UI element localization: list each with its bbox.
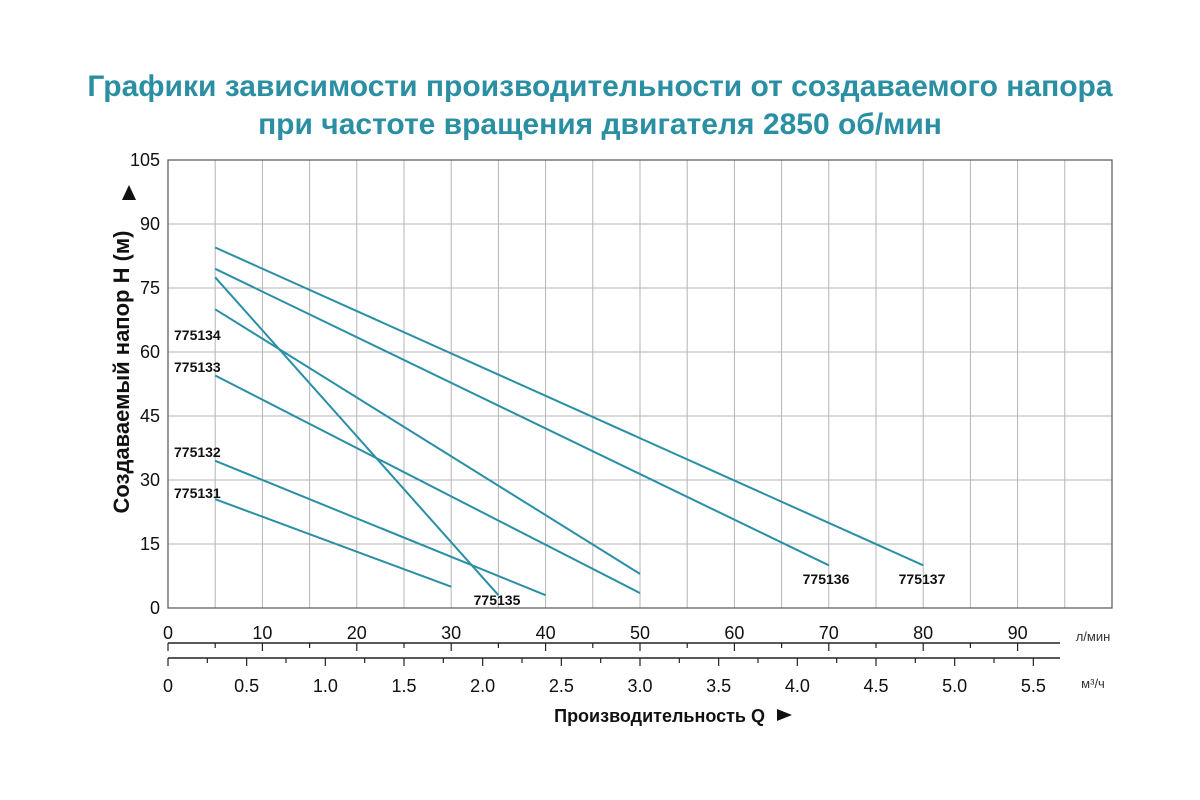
x-primary-tick-label: 10	[252, 623, 272, 643]
x-secondary-tick-label: 1.0	[313, 676, 338, 696]
y-tick-label: 45	[140, 406, 160, 426]
y-tick-label: 75	[140, 278, 160, 298]
series-label-775134: 775134	[174, 327, 221, 343]
x-primary-tick-label: 0	[163, 623, 173, 643]
series-lines	[214, 246, 924, 597]
x-secondary-tick-label: 0	[163, 676, 173, 696]
chart-title-line-2: при частоте вращения двигателя 2850 об/м…	[258, 108, 942, 141]
x-primary-tick-label: 90	[1008, 623, 1028, 643]
series-line-775133	[214, 374, 641, 594]
series-line-775137	[214, 246, 924, 567]
grid	[168, 160, 1112, 608]
y-tick-label: 105	[130, 150, 160, 170]
x-secondary-tick-label: 4.5	[863, 676, 888, 696]
x-secondary-tick-label: 5.5	[1021, 676, 1046, 696]
x-primary-tick-label: 80	[913, 623, 933, 643]
series-label-775137: 775137	[899, 571, 946, 587]
series-labels: 775131 775132 775133 775134 775135 775136 7751…	[174, 327, 946, 608]
chart-title: Графики зависимости производительности о…	[0, 68, 1200, 144]
y-tick-label: 15	[140, 534, 160, 554]
x-secondary-tick-label: 3.0	[627, 676, 652, 696]
x-axis-label: Производительность Q	[554, 706, 765, 726]
y-axis-label: Создаваемый напор Н (м)	[109, 230, 134, 513]
y-tick-labels: 0 15 30 45 60 75 90 105	[130, 150, 160, 618]
x-secondary-tick-label: 2.5	[549, 676, 574, 696]
series-label-775136: 775136	[803, 571, 850, 587]
x-secondary-unit: м³/ч	[1081, 676, 1105, 691]
series-line-775134	[214, 308, 641, 575]
x-primary-tick-label: 70	[819, 623, 839, 643]
x-secondary-tick-label: 0.5	[234, 676, 259, 696]
series-line-775132	[214, 459, 546, 597]
series-label-775135: 775135	[474, 592, 521, 608]
y-axis-arrow-icon	[122, 185, 136, 200]
series-line-775135	[214, 276, 500, 596]
series-label-775131: 775131	[174, 485, 221, 501]
x-axis-primary: 0 10 20 30 40 50 60 70 80 90	[163, 623, 1060, 651]
y-tick-label: 60	[140, 342, 160, 362]
x-primary-tick-label: 20	[347, 623, 367, 643]
x-secondary-tick-label: 2.0	[470, 676, 495, 696]
x-secondary-tick-label: 4.0	[785, 676, 810, 696]
x-primary-tick-label: 40	[536, 623, 556, 643]
x-secondary-tick-label: 5.0	[942, 676, 967, 696]
x-axis-secondary: 0 0.5 1.0 1.5 2.0 2.5 3.0 3.5 4.0 4.5 5.0 5.5	[163, 657, 1060, 696]
series-label-775132: 775132	[174, 444, 221, 460]
x-primary-unit: л/мин	[1076, 629, 1111, 644]
y-tick-label: 0	[150, 598, 160, 618]
plot-border	[167, 159, 1113, 609]
y-tick-label: 90	[140, 214, 160, 234]
series-line-775136	[214, 267, 830, 567]
x-primary-tick-label: 50	[630, 623, 650, 643]
x-secondary-tick-label: 1.5	[391, 676, 416, 696]
series-line-775131	[214, 498, 452, 588]
plot-frame	[167, 159, 1113, 609]
y-tick-label: 30	[140, 470, 160, 490]
series-label-775133: 775133	[174, 359, 221, 375]
x-axis-arrow-icon	[777, 709, 792, 721]
x-secondary-tick-label: 3.5	[706, 676, 731, 696]
x-primary-tick-label: 30	[441, 623, 461, 643]
x-primary-tick-label: 60	[724, 623, 744, 643]
chart-title-line-1: Графики зависимости производительности о…	[87, 70, 1113, 103]
